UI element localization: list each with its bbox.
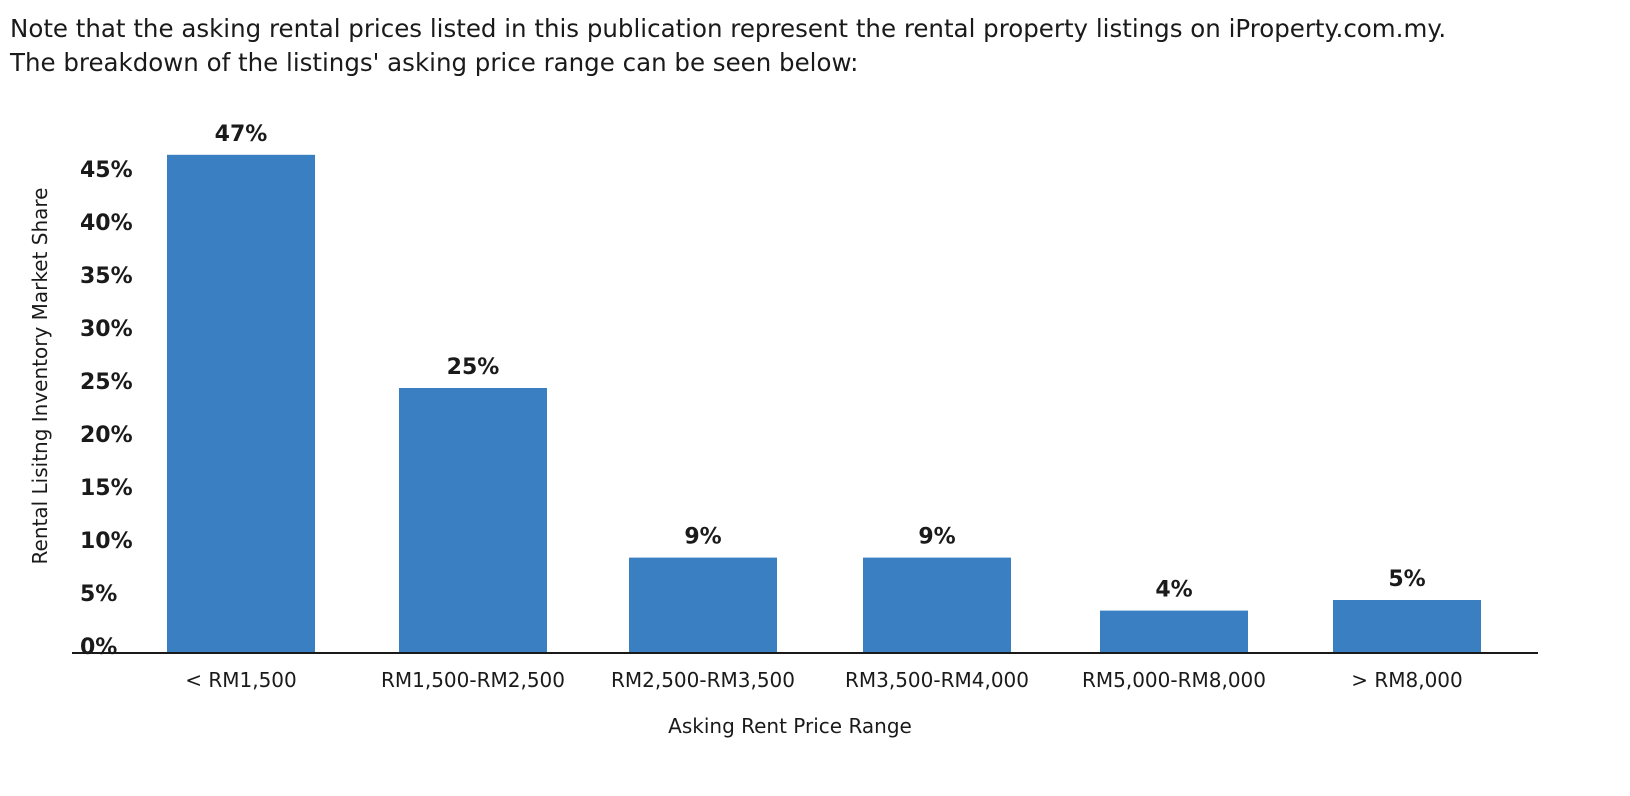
bar-data-label: 47%	[215, 122, 268, 147]
y-tick-label: 0%	[80, 635, 117, 660]
bar	[863, 557, 1011, 653]
x-tick-label: RM3,500-RM4,000	[845, 668, 1029, 692]
x-axis-category-labels: < RM1,500 RM1,500-RM2,500 RM2,500-RM3,500 R…	[185, 668, 1463, 692]
bar-data-label: 25%	[447, 355, 500, 380]
y-tick-label: 10%	[80, 529, 133, 554]
intro-line-2: The breakdown of the listings' asking pr…	[10, 48, 859, 77]
y-axis-title: Rental Lisitng Inventory Market Share	[28, 188, 52, 565]
y-tick-label: 5%	[80, 582, 117, 607]
intro-text: Note that the asking rental prices liste…	[10, 12, 1625, 80]
y-tick-label: 40%	[80, 211, 133, 236]
bar-data-label: 4%	[1155, 578, 1192, 603]
y-tick-label: 25%	[80, 370, 133, 395]
bar-data-label: 5%	[1388, 567, 1425, 592]
bar	[1333, 600, 1481, 653]
x-axis-title: Asking Rent Price Range	[668, 714, 912, 738]
x-tick-label: RM1,500-RM2,500	[381, 668, 565, 692]
y-tick-label: 15%	[80, 476, 133, 501]
data-labels: 47% 25% 9% 9% 4% 5%	[215, 122, 1426, 603]
x-tick-label: RM5,000-RM8,000	[1082, 668, 1266, 692]
y-tick-label: 35%	[80, 264, 133, 289]
bar	[1100, 610, 1248, 653]
bars	[167, 154, 1481, 654]
y-tick-label: 45%	[80, 158, 133, 183]
x-tick-label: < RM1,500	[185, 668, 297, 692]
bar	[629, 557, 777, 653]
bar-data-label: 9%	[918, 525, 955, 550]
y-axis-ticks: 0% 5% 10% 15% 20% 25% 30% 35% 40% 45%	[80, 158, 133, 660]
bar	[399, 388, 547, 653]
x-tick-label: > RM8,000	[1351, 668, 1463, 692]
bar	[167, 154, 315, 654]
x-tick-label: RM2,500-RM3,500	[611, 668, 795, 692]
bar-data-label: 9%	[684, 525, 721, 550]
y-tick-label: 20%	[80, 423, 133, 448]
intro-line-1: Note that the asking rental prices liste…	[10, 14, 1447, 43]
y-tick-label: 30%	[80, 317, 133, 342]
